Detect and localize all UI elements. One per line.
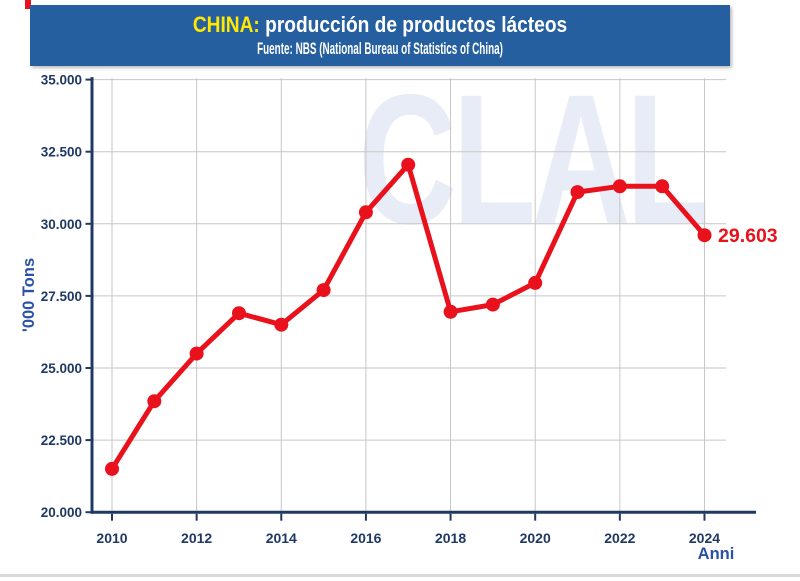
data-point-2012 (189, 346, 204, 361)
data-point-2023 (655, 179, 670, 194)
data-point-2021 (570, 185, 585, 200)
x-axis-title: Anni (698, 545, 735, 563)
chart-title: CHINA: producción de productos lácteos (76, 12, 685, 38)
end-value-label: 29.603 (718, 225, 778, 247)
y-tick-label: 25.000 (41, 361, 82, 376)
data-point-2018 (443, 304, 458, 319)
x-tick-label: 2018 (435, 530, 466, 546)
data-point-2017 (401, 157, 416, 172)
y-tick-label: 20.000 (41, 505, 82, 520)
corner-mark (25, 0, 31, 9)
axes (90, 77, 756, 514)
gridlines (93, 78, 726, 512)
data-point-2010 (105, 461, 119, 476)
x-tick-label: 2016 (350, 530, 381, 546)
title-country: CHINA: (192, 12, 260, 37)
bottom-divider (0, 574, 800, 577)
y-tick-label: 22.500 (41, 433, 82, 448)
series-line (109, 162, 707, 472)
x-tick-label: 2014 (266, 530, 297, 546)
data-point-2015 (316, 283, 331, 298)
data-point-2019 (485, 297, 500, 312)
title-rest: producción de productos lácteos (259, 12, 568, 37)
tick-labels: 35.000 32.500 30.000 27.500 25.000 22.500 20.0… (41, 73, 721, 546)
ticks (85, 78, 706, 521)
data-point-2013 (232, 306, 246, 321)
chart-header: CHINA: producción de productos lácteos F… (30, 5, 730, 66)
data-point-2022 (612, 179, 627, 194)
y-tick-label: 32.500 (41, 145, 82, 160)
data-point-2016 (358, 205, 373, 220)
y-tick-label: 30.000 (41, 217, 82, 232)
chart-source: Fuente: NBS (National Bureau of Statisti… (257, 40, 503, 58)
x-tick-label: 2024 (689, 530, 720, 546)
x-tick-label: 2010 (96, 530, 127, 546)
y-axis-title: '000 Tons (20, 258, 38, 332)
x-tick-label: 2012 (181, 530, 212, 546)
data-point-2011 (147, 394, 162, 409)
data-point-2024 (697, 228, 712, 243)
x-tick-label: 2022 (604, 530, 635, 546)
y-tick-label: 35.000 (41, 73, 82, 88)
data-point-2020 (528, 275, 543, 290)
x-tick-label: 2020 (520, 530, 551, 546)
y-tick-label: 27.500 (41, 289, 82, 304)
data-point-2014 (274, 317, 289, 332)
